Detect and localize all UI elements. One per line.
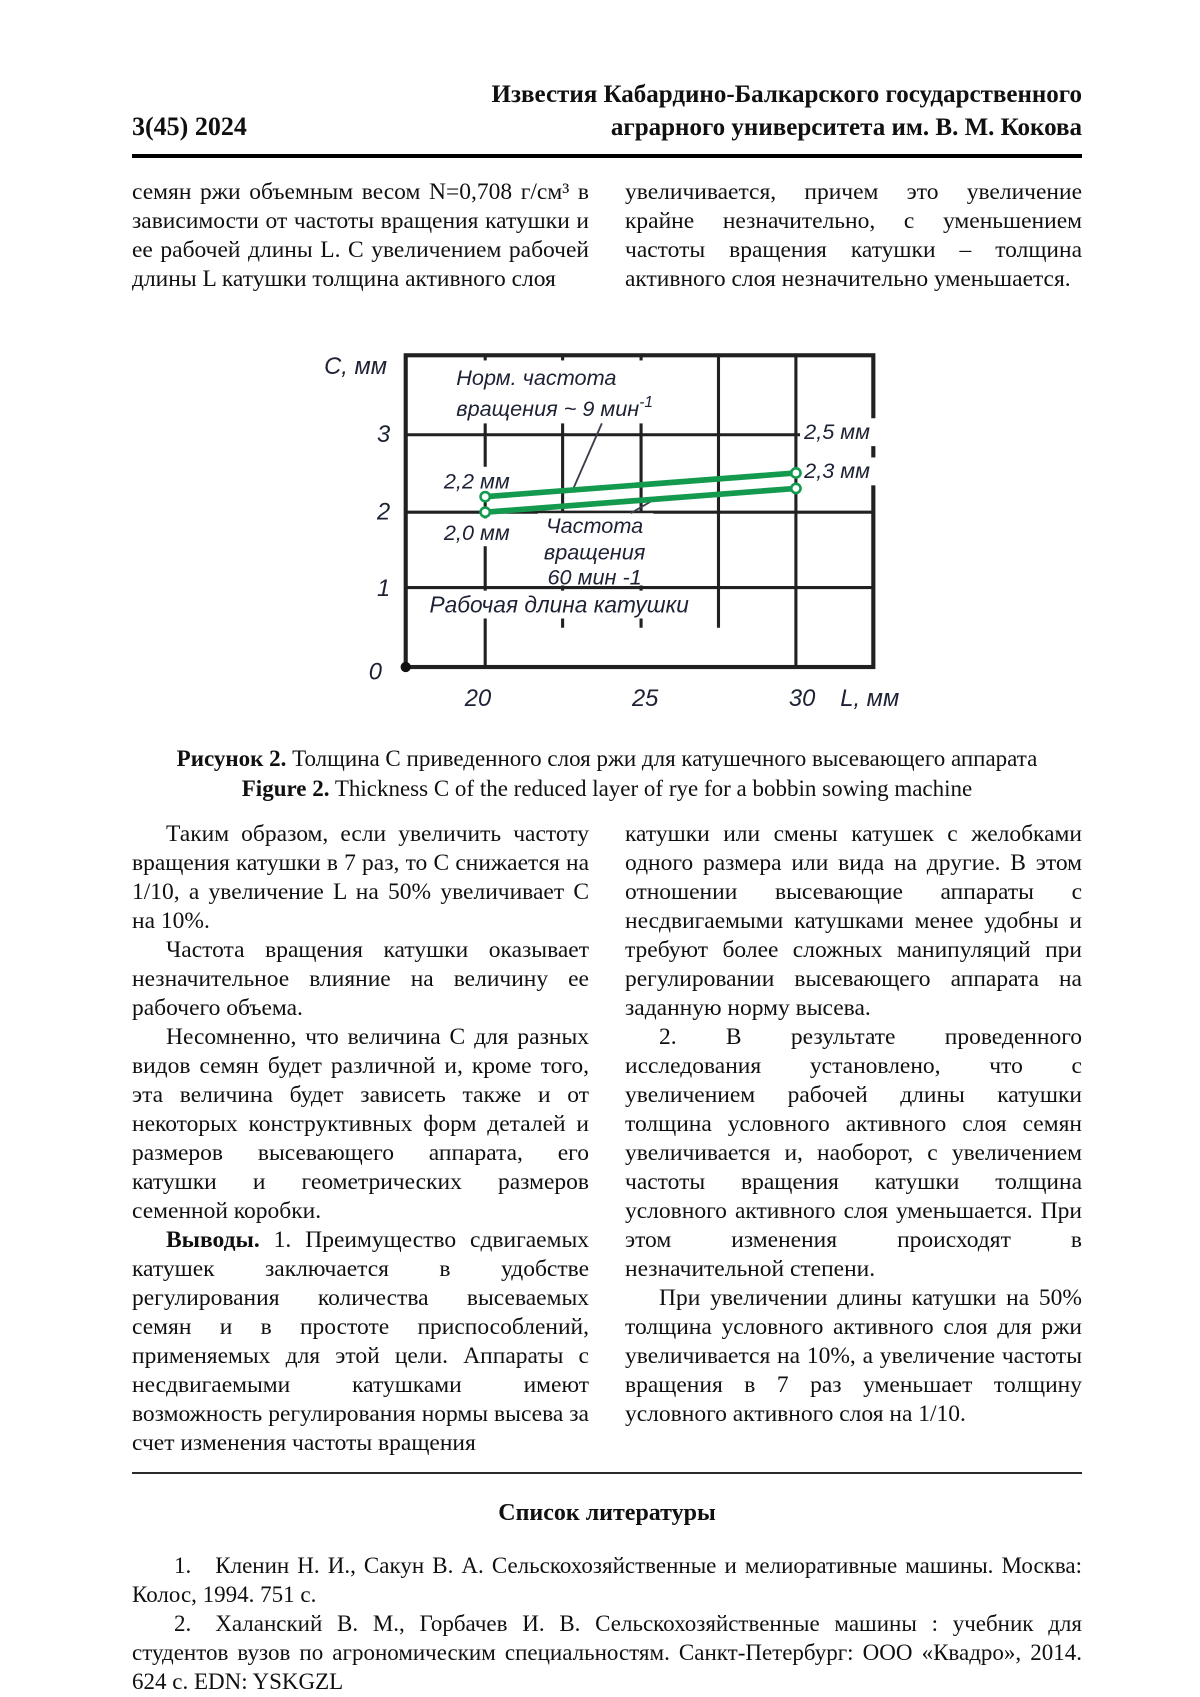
y-tick-1: 1: [377, 576, 390, 602]
paragraph: катушки или смены катушек с желобками од…: [625, 820, 1082, 1021]
reference-item: 1. Кленин Н. И., Сакун В. А. Сельскохозяй…: [132, 1552, 1082, 1607]
data-point-marker: [479, 506, 492, 519]
x-tick-30: 30: [789, 686, 815, 712]
page-header: 3(45) 2024 Известия Кабардино-Балкарског…: [132, 78, 1082, 144]
callout-to-upper-line: [572, 423, 603, 490]
body-section: Таким образом, если увеличить частоту вр…: [132, 820, 1082, 1458]
x-tick-20: 20: [464, 686, 491, 712]
data-point-marker: [789, 467, 802, 479]
intro-right-column: увеличивается, причем это увеличение кра…: [625, 178, 1082, 294]
series1-annotation-line1: Норм. частота: [456, 365, 616, 390]
y-tick-0: 0: [369, 659, 382, 685]
body-right-column: катушки или смены катушек с желобками од…: [625, 820, 1082, 1458]
series-lower-line: [482, 485, 799, 516]
chart: С, мм 3 2 1 0 20 25 30 L, мм Норм. часто…: [287, 316, 927, 734]
paragraph: Несомненно, что величина С для разных ви…: [132, 1023, 589, 1224]
point-label-2-2: 2,2 мм: [443, 468, 510, 493]
chart-labels: С, мм 3 2 1 0 20 25 30 L, мм Норм. часто…: [324, 354, 899, 712]
journal-title: Известия Кабардино-Балкарского государст…: [247, 78, 1082, 144]
journal-title-line2: аграрного университета им. В. М. Кокова: [610, 114, 1082, 141]
figure-caption: Рисунок 2. Толщина С приведенного слоя р…: [132, 744, 1082, 804]
paragraph-conclusions: Выводы. 1. Преимущество сдвигаемых катуш…: [132, 1226, 589, 1456]
references-title: Список литературы: [498, 1499, 716, 1526]
y-axis-label: С, мм: [324, 354, 387, 380]
origin-dot: [400, 661, 411, 673]
paragraph: 2. В результате проведенного исследовани…: [625, 1023, 1082, 1282]
body-left-column: Таким образом, если увеличить частоту вр…: [132, 820, 589, 1458]
series2-annotation-line1: Частота: [546, 513, 643, 538]
conclusions-label: Выводы.: [166, 1226, 260, 1253]
paragraph: семян ржи объемным весом N=0,708 г/см³ в…: [132, 179, 589, 292]
data-point-marker: [789, 482, 802, 495]
y-tick-3: 3: [377, 422, 390, 448]
y-tick-2: 2: [376, 499, 390, 525]
series1-annotation-line2: вращения ~ 9 мин-1: [456, 394, 653, 421]
point-label-2-3: 2,3 мм: [803, 458, 870, 483]
x-axis-label: L, мм: [840, 686, 899, 712]
inner-axis-caption: Рабочая длина катушки: [429, 591, 689, 617]
reference-number: 2.: [174, 1610, 192, 1636]
paragraph: увеличивается, причем это увеличение кра…: [625, 179, 1082, 292]
label-backgrounds: [423, 360, 883, 619]
paragraph: Частота вращения катушки оказывает незна…: [132, 936, 589, 1021]
reference-item: 2. Халанский В. М., Горбачев И. В. Сельск…: [132, 1610, 1082, 1694]
references-divider: [132, 1471, 1082, 1474]
plot-frame: [403, 353, 876, 670]
paragraph: Таким образом, если увеличить частоту вр…: [132, 820, 589, 934]
issue-number: 3(45) 2024: [132, 112, 247, 141]
point-label-2-0: 2,0 мм: [443, 520, 510, 545]
line-chart-svg: С, мм 3 2 1 0 20 25 30 L, мм Норм. часто…: [324, 353, 899, 712]
series2-annotation-line2: вращения: [544, 540, 646, 565]
intro-section: семян ржи объемным весом N=0,708 г/см³ в…: [132, 178, 1082, 294]
point-label-2-5: 2,5 мм: [803, 419, 870, 444]
header-rule: [132, 154, 1082, 158]
figure-caption-ru: Рисунок 2. Толщина С приведенного слоя р…: [176, 746, 1038, 771]
journal-title-line1: Известия Кабардино-Балкарского государст…: [491, 81, 1082, 108]
intro-left-column: семян ржи объемным весом N=0,708 г/см³ в…: [132, 178, 589, 294]
paragraph: При увеличении длины катушки на 50% толщ…: [625, 1284, 1082, 1427]
series2-annotation-line3: 60 мин -1: [548, 564, 642, 589]
x-tick-25: 25: [631, 686, 659, 712]
references-list: 1. Кленин Н. И., Сакун В. А. Сельскохозяй…: [132, 1551, 1082, 1697]
figure-caption-en: Figure 2. Thickness C of the reduced lay…: [241, 775, 973, 801]
series-lines: [400, 467, 802, 673]
series-upper-line: [482, 470, 799, 500]
reference-number: 1.: [174, 1552, 192, 1578]
data-point-marker: [479, 490, 492, 503]
figure-2: С, мм 3 2 1 0 20 25 30 L, мм Норм. часто…: [132, 316, 1082, 804]
superscript: -1: [639, 394, 653, 411]
